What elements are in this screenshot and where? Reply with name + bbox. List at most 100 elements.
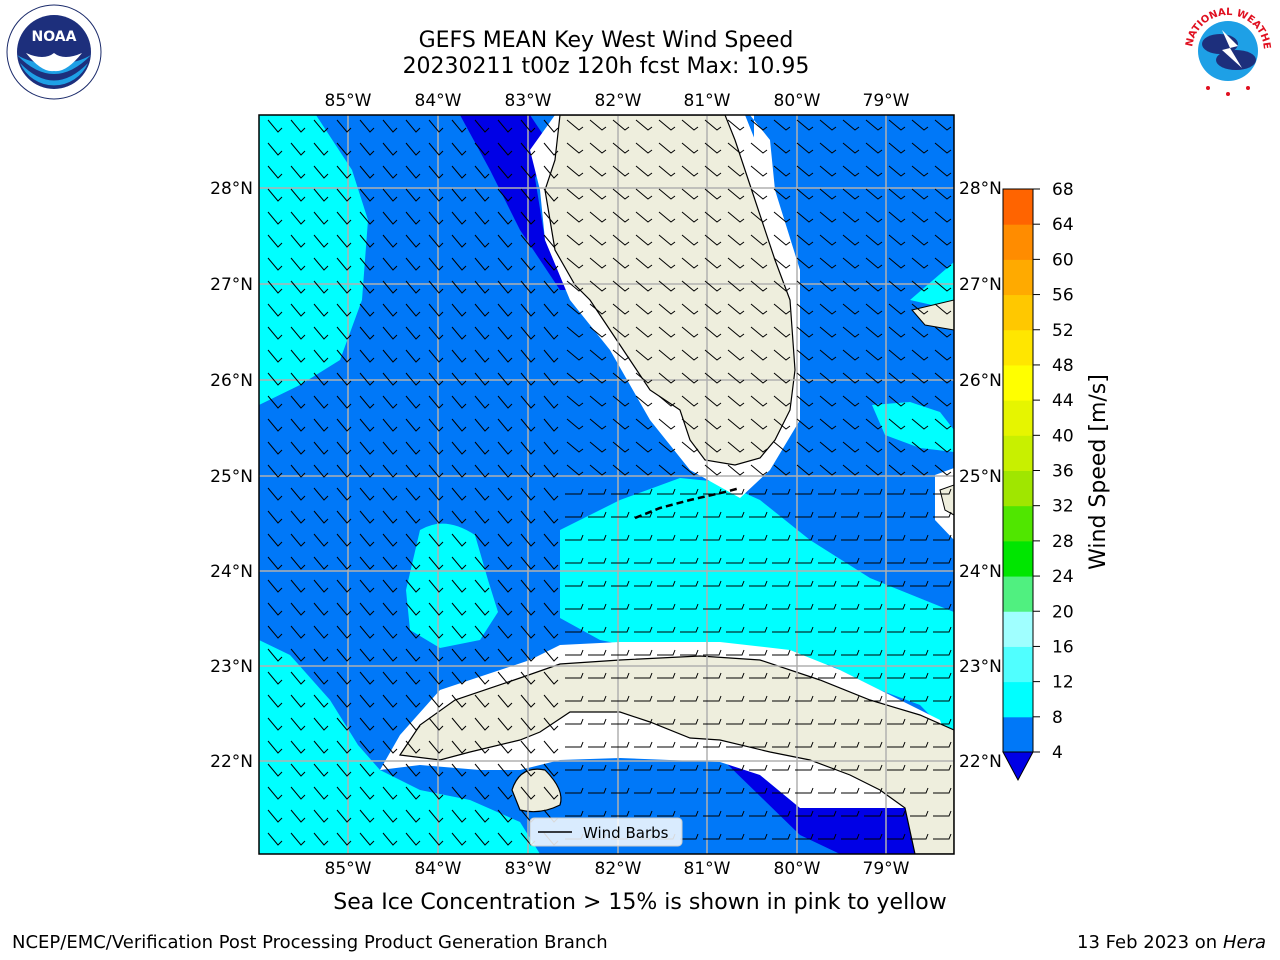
wind-barb xyxy=(566,211,584,223)
lat-labels-right: 28°N 27°N 26°N 25°N 24°N 23°N 22°N xyxy=(959,179,1002,772)
wind-barb xyxy=(842,326,860,338)
wind-barb xyxy=(474,372,490,386)
wind-barb xyxy=(726,603,745,610)
wind-barb xyxy=(749,741,768,748)
lat-labels-left: 28°N 27°N 26°N 25°N 24°N 23°N 22°N xyxy=(210,179,253,772)
wind-barb xyxy=(543,625,559,639)
wind-barb xyxy=(451,280,467,294)
wind-barb xyxy=(772,649,791,656)
wind-barb xyxy=(819,211,837,223)
wind-barb xyxy=(543,303,559,317)
wind-barb xyxy=(588,810,607,817)
wind-barb xyxy=(428,441,444,455)
wind-barb xyxy=(428,280,444,294)
wind-barb xyxy=(405,142,421,156)
wind-barb xyxy=(359,487,375,501)
wind-barb xyxy=(451,648,467,662)
lon-label-top: 82°W xyxy=(595,91,642,111)
wind-barb xyxy=(497,625,513,639)
wind-barb xyxy=(864,741,883,748)
wind-barb xyxy=(520,165,536,179)
wind-barb xyxy=(290,142,306,156)
wind-barb xyxy=(313,142,329,156)
wind-barb xyxy=(405,625,421,639)
wind-barb xyxy=(359,602,375,616)
wind-barb xyxy=(611,626,630,633)
wind-barb xyxy=(680,557,699,564)
wind-barb xyxy=(589,303,607,315)
colorbar-segment xyxy=(1003,716,1033,753)
wind-barb xyxy=(865,257,883,269)
wind-barb xyxy=(543,211,559,225)
wind-barb xyxy=(726,534,745,541)
wind-barb xyxy=(474,487,490,501)
wind-barb xyxy=(428,464,444,478)
wind-barb xyxy=(911,372,929,384)
wind-barb xyxy=(726,764,745,771)
wind-barb xyxy=(703,488,722,495)
wind-barb xyxy=(405,763,421,777)
wind-barb xyxy=(772,672,791,679)
wind-barb xyxy=(635,211,653,223)
wind-barb xyxy=(634,511,653,518)
wind-barb xyxy=(887,695,906,702)
wind-barb xyxy=(727,142,745,154)
wind-barb xyxy=(749,580,768,587)
wind-barb xyxy=(474,648,490,662)
wind-barb xyxy=(704,280,722,292)
legend-label: Wind Barbs xyxy=(583,824,669,842)
wind-barb xyxy=(842,372,860,384)
wind-barb xyxy=(726,488,745,495)
wind-barb xyxy=(796,372,814,384)
colorbar-segment xyxy=(1003,435,1033,471)
wind-barb xyxy=(796,234,814,246)
wind-barb xyxy=(749,718,768,725)
wind-barb xyxy=(428,694,444,708)
wind-barb xyxy=(336,372,352,386)
wind-barb xyxy=(611,695,630,702)
wind-barb xyxy=(842,234,860,246)
wind-barb xyxy=(451,395,467,409)
wind-barb xyxy=(497,119,513,133)
wind-barb xyxy=(933,833,952,840)
wind-barb xyxy=(405,119,421,133)
wind-barb xyxy=(267,372,283,386)
wind-barb xyxy=(772,534,791,541)
wind-barb xyxy=(727,211,745,223)
lat-label-right: 26°N xyxy=(959,371,1002,391)
wind-barb xyxy=(933,603,952,610)
wind-barb xyxy=(451,303,467,317)
wind-barb xyxy=(405,326,421,340)
wind-barb xyxy=(680,787,699,794)
wind-barb xyxy=(359,671,375,685)
sea-ice-note: Sea Ice Concentration > 15% is shown in … xyxy=(333,890,947,915)
wind-barb xyxy=(680,511,699,518)
wind-fill-8-12-gulf xyxy=(406,523,498,648)
wind-barb xyxy=(588,603,607,610)
wind-barb xyxy=(911,119,929,131)
wind-barb xyxy=(657,787,676,794)
wind-barb xyxy=(336,464,352,478)
wind-barb xyxy=(497,510,513,524)
wind-barb xyxy=(704,142,722,154)
wind-barb xyxy=(520,648,536,662)
wind-barb xyxy=(566,395,584,407)
wind-barb xyxy=(887,672,906,679)
wind-barb xyxy=(520,717,536,731)
wind-barb xyxy=(887,534,906,541)
wind-barb xyxy=(428,648,444,662)
wind-barb xyxy=(681,188,699,200)
wind-barb xyxy=(726,626,745,633)
wind-barb xyxy=(611,787,630,794)
wind-barb xyxy=(681,142,699,154)
wind-barb xyxy=(750,464,768,476)
wind-barb xyxy=(611,603,630,610)
wind-barb xyxy=(795,557,814,564)
wind-barb xyxy=(864,626,883,633)
wind-barb xyxy=(336,303,352,317)
wind-barb xyxy=(634,626,653,633)
wind-barb xyxy=(680,603,699,610)
wind-barb xyxy=(864,695,883,702)
wind-barb xyxy=(749,787,768,794)
wind-barb xyxy=(841,534,860,541)
